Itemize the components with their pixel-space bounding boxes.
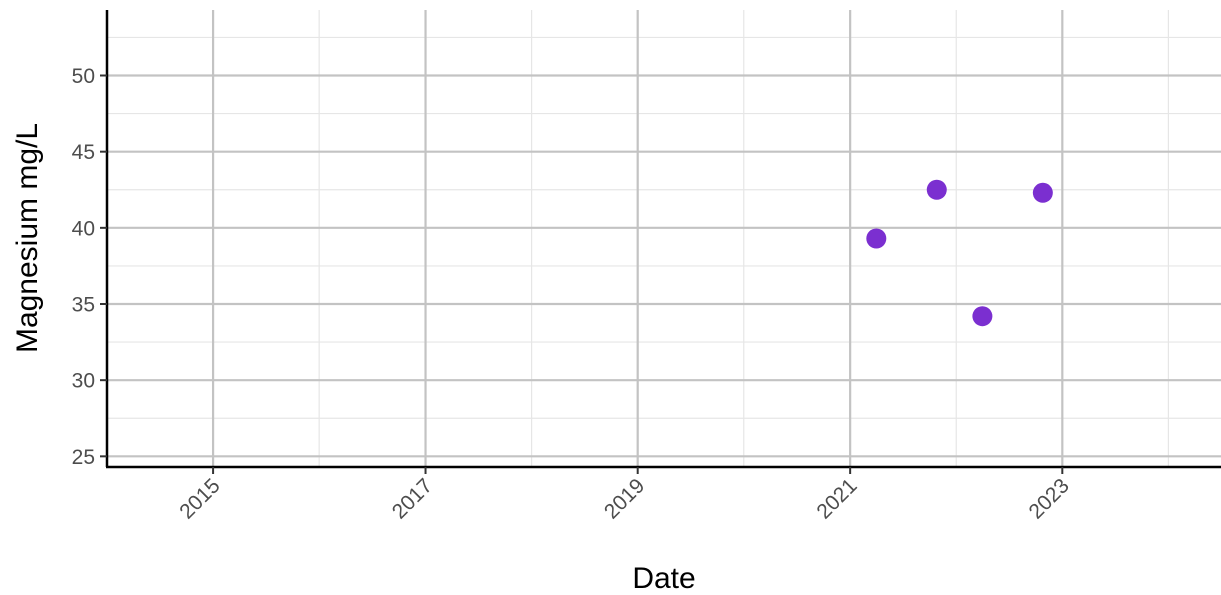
major-gridlines (107, 10, 1221, 467)
x-axis-ticks: 2015 2017 2019 2021 2023 (175, 467, 1074, 524)
y-tick-label: 50 (72, 65, 95, 88)
y-tick-label: 45 (72, 141, 95, 164)
data-point (972, 306, 993, 327)
data-point (866, 228, 887, 249)
x-tick-label: 2019 (600, 474, 649, 523)
x-axis-title: Date (632, 562, 695, 595)
y-tick-label: 25 (72, 446, 95, 469)
data-points (866, 179, 1053, 327)
y-axis-title: Magnesium mg/L (11, 123, 44, 353)
minor-gridlines (106, 10, 1221, 467)
x-tick-label: 2021 (812, 474, 861, 523)
y-tick-label: 40 (72, 217, 95, 240)
y-tick-label: 35 (72, 294, 95, 317)
x-tick-label: 2023 (1025, 474, 1074, 523)
data-point (926, 179, 947, 200)
y-axis-ticks: 25 30 35 40 45 50 (72, 65, 107, 469)
axes (105, 10, 1221, 469)
data-point (1032, 182, 1053, 203)
x-tick-label: 2017 (388, 474, 437, 523)
y-tick-label: 30 (72, 370, 95, 393)
x-tick-label: 2015 (175, 474, 224, 523)
